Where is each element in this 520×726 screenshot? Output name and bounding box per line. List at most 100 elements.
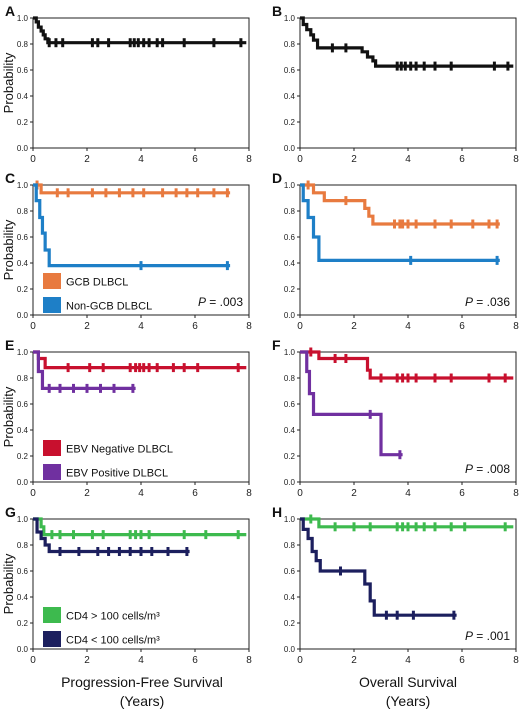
y-tick-label: 1.0 (17, 515, 29, 524)
panel-letter: D (272, 170, 282, 186)
y-tick-label: 1.0 (17, 181, 29, 190)
panel-e: E 0.0 0.2 0.4 0.6 0.8 1.0 0 2 4 6 8 Probability EBV N… (1, 337, 252, 499)
y-tick-label: 0.2 (284, 118, 296, 127)
panel-c: C 0.0 0.2 0.4 0.6 0.8 1.0 0 2 4 6 8 Probability GCB D… (1, 170, 252, 332)
y-tick-label: 0.0 (284, 144, 296, 153)
p-symbol: P (465, 462, 473, 476)
x-tick-label: 8 (513, 655, 519, 666)
y-axis-title: Probability (1, 219, 16, 280)
x-tick-label: 2 (351, 154, 357, 165)
x-tick-label: 6 (459, 321, 465, 332)
y-tick-label: 0.2 (284, 619, 296, 628)
y-tick-label: 1.0 (284, 14, 296, 23)
p-value: P = .001 (465, 629, 510, 643)
x-tick-label: 0 (30, 655, 36, 666)
y-tick-label: 0.6 (17, 400, 29, 409)
y-tick-label: 0.6 (284, 400, 296, 409)
x-tick-label: 4 (405, 321, 411, 332)
panel-letter: G (5, 504, 16, 520)
x-tick-label: 6 (192, 154, 198, 165)
x-tick-label: 0 (30, 488, 36, 499)
y-tick-label: 0.4 (17, 593, 29, 602)
x-tick-label: 4 (138, 321, 144, 332)
y-tick-label: 0.8 (284, 40, 296, 49)
y-tick-label: 1.0 (284, 181, 296, 190)
y-tick-label: 0.4 (17, 92, 29, 101)
x-tick-label: 0 (297, 154, 303, 165)
x-tick-label: 0 (30, 321, 36, 332)
legend-swatch (43, 631, 61, 647)
y-tick-label: 0.0 (17, 144, 29, 153)
x-tick-label: 8 (246, 655, 252, 666)
panel-letter: B (272, 3, 282, 19)
series-line-1 (300, 350, 514, 380)
y-tick-label: 0.2 (284, 452, 296, 461)
y-tick-label: 0.6 (17, 233, 29, 242)
legend-label: CD4 < 100 cells/m³ (66, 635, 160, 647)
x-tick-label: 8 (513, 488, 519, 499)
x-tick-label: 2 (84, 655, 90, 666)
y-tick-label: 0.6 (17, 66, 29, 75)
y-tick-label: 0.6 (284, 567, 296, 576)
series-line-2 (33, 350, 136, 390)
panel-letter: A (5, 3, 15, 19)
p-symbol: P (198, 295, 206, 309)
xlabel-right-line1: Overall Survival (359, 674, 457, 690)
y-tick-label: 0.0 (17, 645, 29, 654)
y-tick-label: 0.8 (17, 374, 29, 383)
x-tick-label: 4 (405, 655, 411, 666)
y-tick-label: 0.4 (284, 593, 296, 602)
series-line-2 (33, 517, 190, 554)
y-tick-label: 0.2 (17, 619, 29, 628)
x-tick-label: 2 (84, 488, 90, 499)
panel-a: A 0.0 0.2 0.4 0.6 0.8 1.0 0 2 4 6 8 Probability (1, 3, 252, 165)
p-number: = .008 (473, 462, 510, 476)
y-tick-label: 0.4 (17, 259, 29, 268)
series-line-1 (300, 183, 500, 226)
y-tick-label: 0.2 (284, 285, 296, 294)
y-tick-label: 0.4 (284, 426, 296, 435)
series-line-1 (33, 16, 247, 45)
panel-g: G 0.0 0.2 0.4 0.6 0.8 1.0 0 2 4 6 8 Probability CD4 >… (1, 504, 252, 666)
y-tick-label: 0.8 (284, 541, 296, 550)
y-tick-label: 0.2 (17, 118, 29, 127)
x-tick-label: 4 (138, 154, 144, 165)
y-tick-label: 0.4 (284, 92, 296, 101)
x-tick-label: 6 (459, 655, 465, 666)
series-line-2 (300, 517, 457, 617)
y-axis-title: Probability (1, 553, 16, 614)
y-tick-label: 0.2 (17, 285, 29, 294)
x-tick-label: 0 (297, 321, 303, 332)
y-tick-label: 0.2 (17, 452, 29, 461)
y-tick-label: 0.4 (17, 426, 29, 435)
legend-label: EBV Positive DLBCL (66, 468, 168, 480)
series-line-2 (300, 183, 500, 262)
x-tick-label: 6 (459, 154, 465, 165)
y-tick-label: 0.6 (284, 66, 296, 75)
legend-swatch (43, 297, 61, 313)
xlabel-right-line2: (Years) (386, 693, 431, 709)
panel-letter: F (272, 337, 281, 353)
p-number: = .001 (473, 629, 510, 643)
x-tick-label: 6 (192, 488, 198, 499)
x-tick-label: 2 (84, 154, 90, 165)
p-symbol: P (465, 629, 473, 643)
legend-swatch (43, 607, 61, 623)
panel-b: B 0.0 0.2 0.4 0.6 0.8 1.0 0 2 4 6 8 (272, 3, 519, 165)
y-tick-label: 0.8 (17, 207, 29, 216)
y-tick-label: 0.8 (17, 541, 29, 550)
x-tick-label: 8 (246, 154, 252, 165)
y-tick-label: 0.8 (17, 40, 29, 49)
series-line-1 (300, 16, 514, 68)
x-tick-label: 4 (405, 154, 411, 165)
y-tick-label: 0.8 (284, 207, 296, 216)
y-tick-label: 0.0 (17, 478, 29, 487)
y-axis-title: Probability (1, 386, 16, 447)
panel-f: F 0.0 0.2 0.4 0.6 0.8 1.0 0 2 4 6 8 P = .008 (272, 337, 519, 499)
panel-letter: E (5, 337, 14, 353)
p-value: P = .003 (198, 295, 243, 309)
legend-swatch (43, 440, 61, 456)
p-symbol: P (465, 295, 473, 309)
y-tick-label: 0.6 (17, 567, 29, 576)
